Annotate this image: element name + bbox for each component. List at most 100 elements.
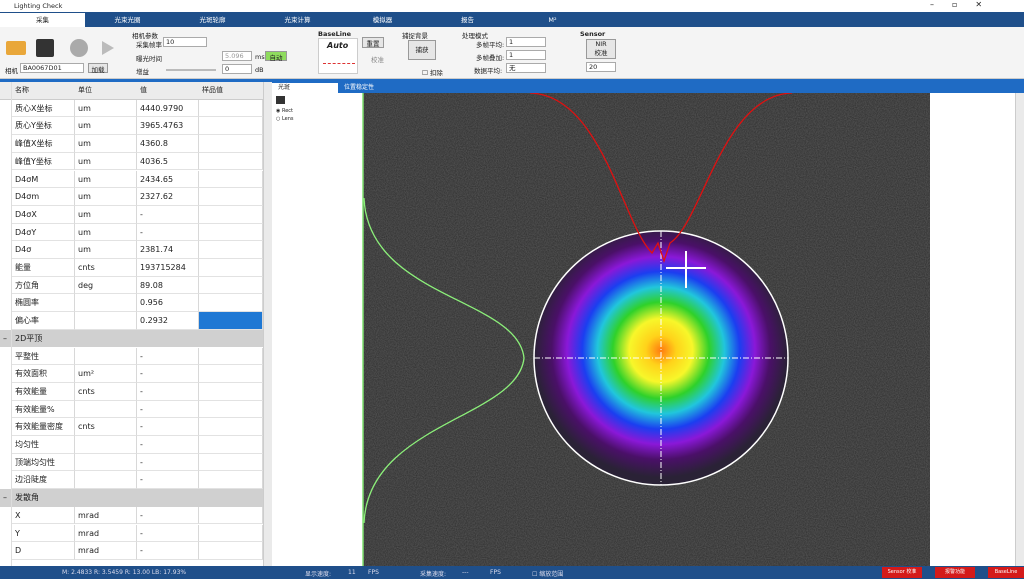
viewer-tab[interactable]: 光斑 <box>272 83 338 93</box>
label: 采集帧率 <box>136 41 162 49</box>
group-name: 发散角 <box>15 493 39 503</box>
window-title: Lighting Check <box>14 2 63 10</box>
zoom-checkbox[interactable]: ☐ 缩放范围 <box>532 571 564 578</box>
cell <box>199 117 263 136</box>
multi-avg-input[interactable]: 1 <box>506 37 546 47</box>
cell: cnts <box>75 382 137 401</box>
cell: um <box>75 170 137 189</box>
cell: um <box>75 205 137 224</box>
cell <box>199 276 263 295</box>
cell: - <box>137 205 199 224</box>
tab[interactable]: 报告 <box>461 16 474 24</box>
cell: 3965.4763 <box>137 117 199 136</box>
tab[interactable]: 采集 <box>0 13 85 27</box>
label: 曝光时间 <box>136 55 162 63</box>
cell: 均匀性 <box>12 436 75 454</box>
cell: - <box>137 471 199 490</box>
cell: mrad <box>75 542 137 560</box>
cell: 有效能量% <box>12 400 75 419</box>
camera-select[interactable]: BA0067D01 <box>20 63 84 73</box>
cell: - <box>137 400 199 419</box>
gain-slider[interactable] <box>166 69 216 71</box>
cell <box>199 170 263 189</box>
baseline-line <box>323 63 355 64</box>
cell <box>75 347 137 366</box>
viewer-tabs: 光斑 位置稳定性 <box>272 82 1024 93</box>
scrollbar[interactable] <box>263 82 272 566</box>
cell <box>199 223 263 242</box>
title-bar: Lighting Check –▫✕ <box>0 0 1024 12</box>
reset-button[interactable]: 重置 <box>362 37 384 48</box>
cell <box>199 188 263 206</box>
data-avg-select[interactable]: 无 <box>506 63 546 73</box>
viewer-tab[interactable]: 位置稳定性 <box>344 84 375 91</box>
cell: um <box>75 241 137 259</box>
cell: D4σX <box>12 205 75 224</box>
status-button[interactable]: 报警功能 <box>935 567 975 578</box>
cell <box>75 453 137 472</box>
cell: 2381.74 <box>137 241 199 259</box>
sensor-input[interactable]: 20 <box>586 62 616 72</box>
cell <box>199 241 263 259</box>
label: 多帧平均: <box>476 41 505 49</box>
expander[interactable]: – <box>3 333 7 343</box>
label: 缩放范围 <box>539 571 564 578</box>
expander[interactable]: – <box>3 493 7 503</box>
cell: 能量 <box>12 259 75 277</box>
cell: 峰值Y坐标 <box>12 152 75 171</box>
gutter <box>0 82 12 566</box>
group-title: 相机参数 <box>132 32 158 40</box>
cell: 4360.8 <box>137 135 199 153</box>
baseline-graph: Auto <box>318 38 358 74</box>
cell: D4σY <box>12 223 75 242</box>
capture-button[interactable]: 捕获 <box>408 40 436 60</box>
exposure-input[interactable]: 5.096 <box>222 51 252 61</box>
frame-rate-input[interactable]: 10 <box>163 37 207 47</box>
value: --- <box>462 569 469 576</box>
pause-icon[interactable] <box>70 39 88 57</box>
subtract-checkbox[interactable]: ☐ 扣除 <box>422 69 443 77</box>
radio-option[interactable]: ○ Lens <box>276 116 294 122</box>
cell: 质心Y坐标 <box>12 117 75 136</box>
scrollbar[interactable] <box>1015 93 1024 566</box>
cell: 有效能量 <box>12 382 75 401</box>
label: 相机 <box>5 67 18 75</box>
column-header: 样品值 <box>202 86 223 94</box>
status-button[interactable]: Sensor 校准 <box>882 567 922 578</box>
status-button[interactable]: BaseLine <box>988 567 1024 578</box>
radio-option[interactable]: ◉ Rect <box>276 108 293 114</box>
play-icon[interactable] <box>102 41 114 55</box>
cell <box>199 99 263 118</box>
save-icon[interactable] <box>36 39 54 57</box>
label: 校准 <box>594 49 608 57</box>
cell: um <box>75 223 137 242</box>
metrics: M: 2.4833 R: 3.5459 R: 13.00 LB: 17.93% <box>62 569 187 576</box>
cell <box>199 365 263 383</box>
cell: cnts <box>75 259 137 277</box>
multi-sum-input[interactable]: 1 <box>506 50 546 60</box>
x-profile <box>529 93 793 264</box>
tab-bar: 采集 光束光圈 光斑轮廓 光束计算 模拟器 报告 M² <box>0 12 1024 27</box>
cell: um <box>75 152 137 171</box>
tab[interactable]: 模拟器 <box>372 16 393 24</box>
tab[interactable]: 光斑轮廓 <box>199 16 226 24</box>
group-name: 2D平顶 <box>15 333 43 343</box>
gain-input[interactable]: 0 <box>222 64 252 74</box>
cell: - <box>137 418 199 436</box>
nir-calibrate-button[interactable]: NIR 校准 <box>586 39 616 59</box>
tab[interactable]: 光束计算 <box>284 16 311 24</box>
open-icon[interactable] <box>6 41 26 55</box>
label: 扣除 <box>429 69 443 77</box>
group-row: –2D平顶 <box>0 329 263 348</box>
cell <box>199 471 263 490</box>
save-icon[interactable] <box>276 96 285 104</box>
window-controls[interactable]: –▫✕ <box>930 0 1001 9</box>
auto-button[interactable]: 自动 <box>265 51 287 62</box>
cell: um <box>75 99 137 118</box>
load-button[interactable]: 加载 <box>88 63 108 74</box>
tab[interactable]: 光束光圈 <box>114 16 141 24</box>
cell <box>199 382 263 401</box>
tab[interactable]: M² <box>548 16 557 24</box>
cell: 边沿陡度 <box>12 471 75 490</box>
cell: 峰值X坐标 <box>12 135 75 153</box>
